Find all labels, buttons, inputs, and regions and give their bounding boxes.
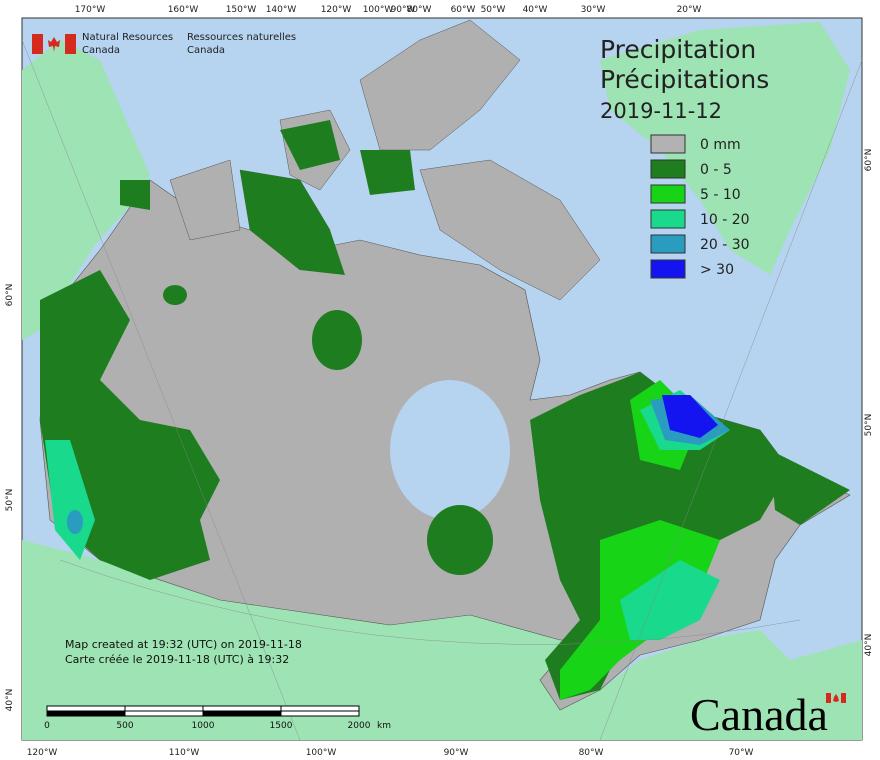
legend-swatch [650, 184, 686, 204]
longitude-label: 100°W [306, 748, 337, 758]
title: Precipitation [600, 35, 756, 64]
latitude-label: 50°N [5, 489, 15, 512]
scale-segment [46, 705, 126, 712]
longitude-label: 80°W [579, 748, 604, 758]
note: Carte créée le 2019-11-18 (UTC) à 19:32 [65, 653, 289, 666]
scale-label: 1000 [192, 721, 215, 731]
longitude-label: 110°W [169, 748, 200, 758]
org-fr: Ressources naturelles [187, 32, 296, 43]
hudson-bay [390, 380, 510, 520]
alaska [22, 40, 150, 340]
note: Map created at 19:32 (UTC) on 2019-11-18 [65, 638, 302, 651]
map-frame [21, 17, 863, 741]
legend-label: 10 - 20 [700, 212, 750, 228]
scale-segment [46, 710, 126, 717]
latitude-label: 60°N [5, 284, 15, 307]
legend-label: 5 - 10 [700, 187, 741, 203]
precip-gt30 [662, 395, 718, 438]
longitude-label: 30°W [581, 5, 606, 15]
legend-swatch [650, 234, 686, 254]
greenland [600, 22, 850, 275]
longitude-label: 20°W [677, 5, 702, 15]
usa [22, 540, 862, 740]
longitude-label: 170°W [75, 5, 106, 15]
scale-segment [124, 710, 204, 717]
date: 2019-11-12 [600, 99, 722, 123]
scale-segment [202, 710, 282, 717]
scale-segment [124, 705, 204, 712]
latitude-label: 60°N [864, 149, 874, 172]
scale-bar: 0 500 1000 1500 2000 km [44, 705, 391, 731]
longitude-label: 40°W [523, 5, 548, 15]
legend-label: 20 - 30 [700, 237, 750, 253]
longitude-label: 160°W [168, 5, 199, 15]
longitude-label: 120°W [321, 5, 352, 15]
ticks: 170°W 160°W 150°W 140°W 120°W 100°W90°W80°W 60… [5, 5, 874, 758]
org-fr: Canada [187, 45, 225, 56]
org-en: Natural Resources [82, 32, 173, 43]
scale-label: 500 [116, 721, 133, 731]
scale-label: 2000 [348, 721, 371, 731]
legend-label: > 30 [700, 262, 734, 278]
scale-label: 0 [44, 721, 50, 731]
longitude-label: 90°W [444, 748, 469, 758]
scale-segment [280, 710, 360, 717]
legend-label: 0 mm [700, 137, 741, 153]
title: Précipitations [600, 65, 769, 94]
wordmark-flag [826, 693, 846, 703]
legend-swatch [650, 134, 686, 154]
latitude-label: 40°N [864, 634, 874, 657]
graticule [21, 39, 863, 741]
scale-segment [280, 705, 360, 712]
legend-label: 0 - 5 [700, 162, 732, 178]
longitude-label: 150°W [226, 5, 257, 15]
longitude-label: 70°W [729, 748, 754, 758]
legend-swatch [650, 259, 686, 279]
legend-swatch [650, 209, 686, 229]
latitude-label: 50°N [864, 414, 874, 437]
latitude-label: 40°N [5, 689, 15, 712]
scale-segment [202, 705, 282, 712]
longitude-label: 50°W [481, 5, 506, 15]
longitude-label: 80°W [407, 5, 432, 15]
scale-label: 1500 [270, 721, 293, 731]
org-en: Canada [82, 45, 120, 56]
longitude-label: 60°W [451, 5, 476, 15]
longitude-label: 100°W [363, 5, 394, 15]
legend-swatch [650, 159, 686, 179]
longitude-label: 120°W [27, 748, 58, 758]
scale-unit: km [377, 721, 391, 731]
flag-logo [32, 34, 76, 54]
longitude-label: 90°W [391, 5, 416, 15]
legend: 0 mm 0 - 5 5 - 10 10 - 20 20 - 30 > 30 [650, 134, 750, 279]
wordmark: Canada [690, 689, 828, 740]
longitude-label: 140°W [266, 5, 297, 15]
